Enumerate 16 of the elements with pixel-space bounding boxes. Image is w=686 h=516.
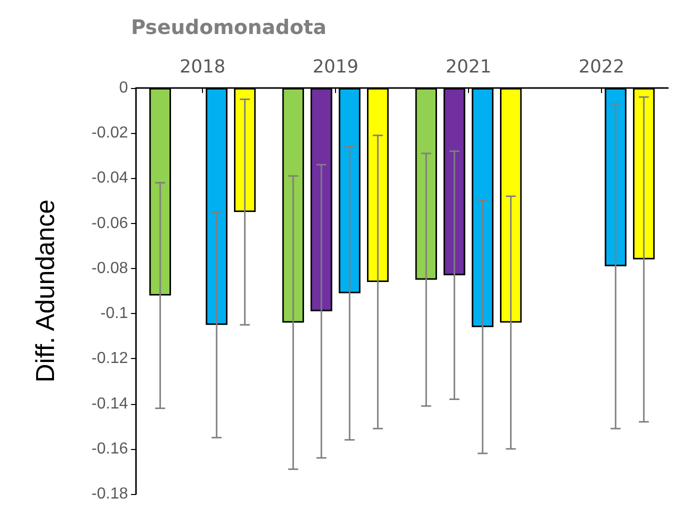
y-tick-label: -0.02 <box>92 124 128 142</box>
y-tick-label: -0.18 <box>92 486 128 502</box>
x-tick-label: 2019 <box>312 56 358 78</box>
y-tick-label: 0 <box>119 80 128 96</box>
y-tick-label: -0.14 <box>92 395 128 412</box>
y-tick-label: -0.1 <box>100 305 128 322</box>
x-tick-label: 2022 <box>578 56 624 78</box>
y-tick-label: -0.06 <box>92 214 128 232</box>
y-tick-label: -0.12 <box>92 350 128 368</box>
y-tick-label: -0.16 <box>92 440 128 458</box>
y-axis-title: Diff. Adundance <box>30 199 60 383</box>
chart-title: Pseudomonadota <box>131 15 326 39</box>
y-tick-label: -0.04 <box>92 170 128 187</box>
y-tick-label: -0.08 <box>92 260 128 277</box>
x-tick-label: 2021 <box>446 56 492 78</box>
x-tick-label: 2018 <box>180 56 226 78</box>
